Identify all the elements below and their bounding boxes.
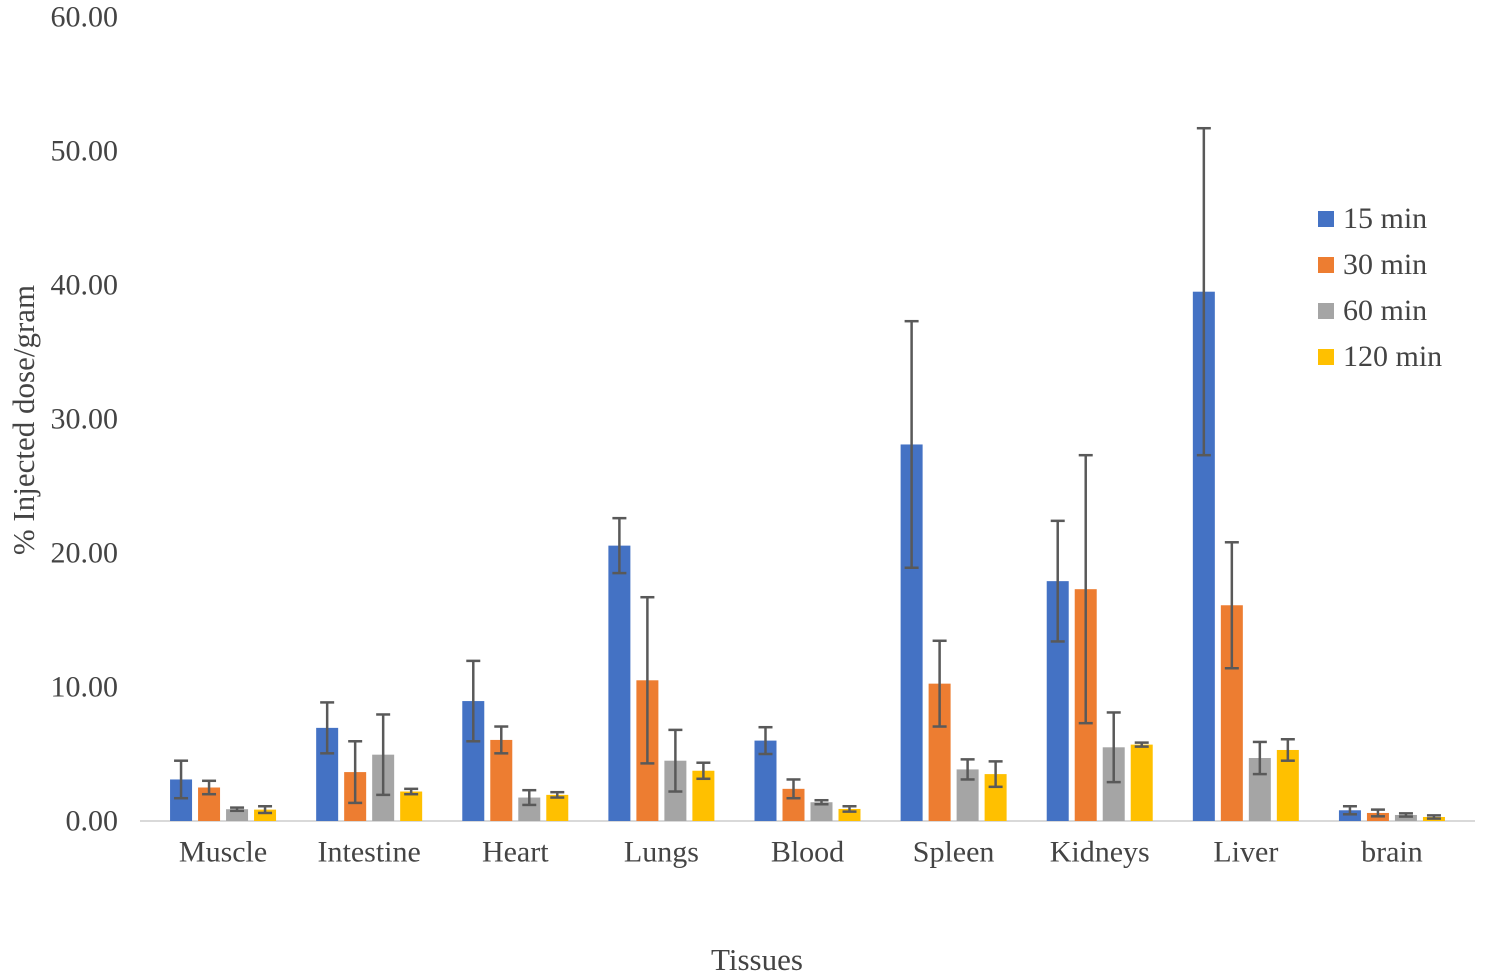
- bar-120-min-lungs: [692, 770, 715, 821]
- legend-label: 60 min: [1343, 294, 1428, 327]
- category-label-heart: Heart: [482, 836, 549, 869]
- legend-swatch-icon: [1318, 257, 1334, 273]
- bar-15-min-brain: [1338, 810, 1361, 821]
- bar-15-min-intestine: [316, 727, 339, 821]
- bar-60-min-muscle: [226, 809, 249, 821]
- bar-60-min-spleen: [956, 769, 979, 821]
- category-label-kidneys: Kidneys: [1050, 836, 1150, 869]
- x-axis-title: Tissues: [711, 942, 803, 977]
- bar-120-min-kidneys: [1130, 744, 1153, 821]
- legend-label: 15 min: [1343, 202, 1428, 235]
- legend-label: 120 min: [1343, 340, 1443, 373]
- bar-120-min-liver: [1276, 749, 1299, 821]
- legend-label: 30 min: [1343, 248, 1428, 281]
- category-label-intestine: Intestine: [318, 836, 421, 869]
- legend-item-120-min: 120 min: [1318, 334, 1442, 380]
- bar-30-min-heart: [490, 739, 513, 821]
- bar-15-min-lungs: [608, 545, 631, 821]
- category-label-spleen: Spleen: [913, 836, 995, 869]
- legend-swatch-icon: [1318, 211, 1334, 227]
- bar-30-min-liver: [1220, 605, 1243, 821]
- y-tick-label: 60.00: [51, 1, 119, 34]
- legend: 15 min 30 min 60 min 120 min: [1318, 196, 1442, 380]
- y-tick-label: 30.00: [51, 403, 119, 436]
- category-label-liver: Liver: [1213, 836, 1278, 869]
- bar-60-min-blood: [810, 802, 833, 821]
- bar-60-min-kidneys: [1102, 747, 1125, 821]
- y-tick-label: 40.00: [51, 269, 119, 302]
- y-tick-label: 20.00: [51, 537, 119, 570]
- bar-15-min-blood: [754, 740, 777, 821]
- y-tick-label: 10.00: [51, 671, 119, 704]
- y-axis-title: % Injected dose/gram: [6, 284, 41, 556]
- bar-120-min-intestine: [400, 791, 423, 821]
- category-label-blood: Blood: [771, 836, 844, 869]
- legend-item-15-min: 15 min: [1318, 196, 1442, 242]
- bar-120-min-muscle: [254, 809, 277, 821]
- bar-120-min-heart: [546, 794, 569, 821]
- bar-15-min-spleen: [900, 444, 923, 821]
- bar-60-min-heart: [518, 797, 541, 821]
- category-label-brain: brain: [1361, 836, 1423, 869]
- legend-swatch-icon: [1318, 349, 1334, 365]
- legend-item-60-min: 60 min: [1318, 288, 1442, 334]
- y-tick-label: 0.00: [66, 805, 119, 838]
- bar-30-min-muscle: [198, 787, 221, 821]
- bar-15-min-liver: [1192, 291, 1215, 821]
- category-label-lungs: Lungs: [624, 836, 699, 869]
- y-tick-label: 50.00: [51, 135, 119, 168]
- bar-30-min-blood: [782, 788, 805, 821]
- bar-30-min-spleen: [928, 683, 951, 821]
- bar-15-min-muscle: [170, 779, 193, 821]
- legend-item-30-min: 30 min: [1318, 242, 1442, 288]
- bar-60-min-brain: [1394, 814, 1417, 821]
- bar-15-min-heart: [462, 701, 485, 821]
- legend-swatch-icon: [1318, 303, 1334, 319]
- category-label-muscle: Muscle: [179, 836, 267, 869]
